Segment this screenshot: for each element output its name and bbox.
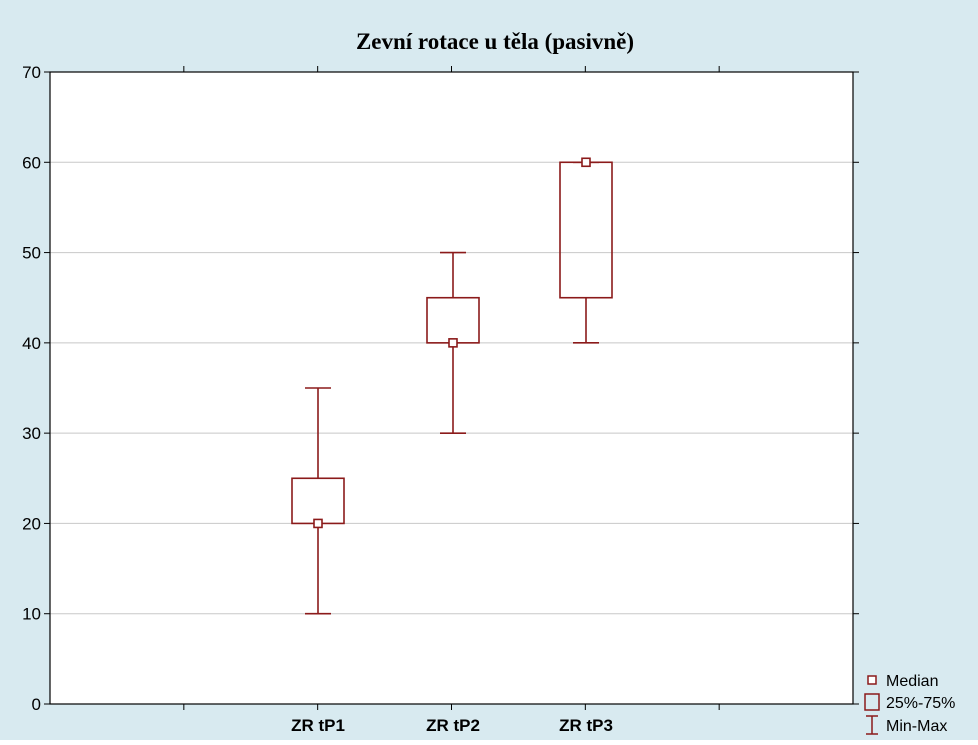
axes-group: 0 10 20 30 40 50 60 70 ZR tP1 ZR tP2 ZR tP3 <box>22 63 859 735</box>
y-tick-label: 50 <box>22 244 41 263</box>
legend: Median 25%-75% Min-Max <box>864 673 955 735</box>
chart-title: Zevní rotace u těla (pasivně) <box>356 29 634 54</box>
x-tick-label: ZR tP1 <box>291 716 345 735</box>
median-marker <box>313 518 323 529</box>
legend-item-2: 25%-75% <box>864 693 955 712</box>
y-tick-label: 20 <box>22 514 41 533</box>
y-tick-label: 10 <box>22 605 41 624</box>
legend-label: Min-Max <box>886 718 947 735</box>
legend-median-symbol <box>867 675 877 685</box>
legend-label: 25%-75% <box>886 695 955 712</box>
y-tick-label: 0 <box>32 695 41 714</box>
legend-box-symbol <box>864 693 880 711</box>
legend-item-3: Min-Max <box>866 715 947 735</box>
box-3 <box>559 157 613 344</box>
x-tick-label: ZR tP3 <box>559 716 613 735</box>
box-2 <box>426 251 480 434</box>
x-tick-label: ZR tP2 <box>426 716 480 735</box>
legend-label: Median <box>886 673 938 690</box>
median-marker <box>448 338 458 348</box>
boxes-group <box>291 157 613 615</box>
legend-item-1: Median <box>867 673 938 690</box>
median-marker <box>581 157 591 168</box>
y-tick-label: 40 <box>22 334 41 353</box>
box-1 <box>291 387 345 615</box>
y-tick-label: 30 <box>22 424 41 443</box>
y-tick-label: 60 <box>22 153 41 172</box>
plot-area <box>50 72 853 704</box>
y-tick-label: 70 <box>22 63 41 82</box>
